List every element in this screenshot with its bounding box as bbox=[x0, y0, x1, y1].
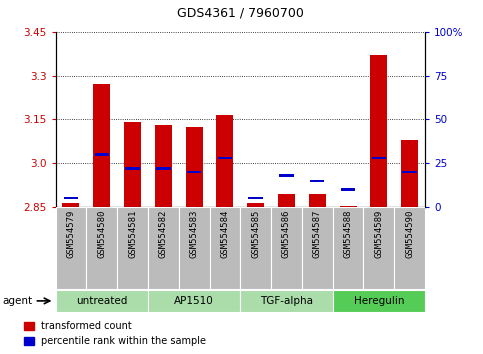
Bar bbox=[86, 207, 117, 289]
Bar bbox=[310, 179, 325, 182]
Bar bbox=[278, 194, 295, 207]
Text: Heregulin: Heregulin bbox=[354, 296, 404, 306]
Bar bbox=[240, 290, 333, 312]
Text: GSM554580: GSM554580 bbox=[97, 210, 106, 258]
Bar bbox=[402, 171, 417, 173]
Bar bbox=[271, 207, 302, 289]
Text: GSM554585: GSM554585 bbox=[251, 210, 260, 258]
Bar bbox=[125, 167, 140, 170]
Bar bbox=[364, 207, 394, 289]
Bar bbox=[179, 207, 210, 289]
Text: AP1510: AP1510 bbox=[174, 296, 214, 306]
Bar bbox=[240, 207, 271, 289]
Bar bbox=[148, 290, 241, 312]
Text: untreated: untreated bbox=[76, 296, 128, 306]
Bar bbox=[62, 203, 79, 207]
Text: GSM554579: GSM554579 bbox=[67, 210, 75, 258]
Bar bbox=[156, 167, 170, 170]
Bar bbox=[333, 207, 364, 289]
Bar bbox=[394, 207, 425, 289]
Text: GSM554588: GSM554588 bbox=[343, 210, 353, 258]
Bar bbox=[185, 127, 202, 207]
Text: agent: agent bbox=[3, 296, 33, 306]
Text: GSM554587: GSM554587 bbox=[313, 210, 322, 258]
Bar bbox=[93, 85, 110, 207]
Text: TGF-alpha: TGF-alpha bbox=[260, 296, 313, 306]
Text: GSM554586: GSM554586 bbox=[282, 210, 291, 258]
Bar bbox=[117, 207, 148, 289]
Bar bbox=[371, 157, 386, 159]
Bar bbox=[218, 157, 232, 159]
Bar bbox=[341, 188, 355, 191]
Bar bbox=[155, 125, 172, 207]
Bar bbox=[216, 115, 233, 207]
Bar bbox=[370, 55, 387, 207]
Text: GSM554583: GSM554583 bbox=[190, 210, 199, 258]
Bar bbox=[340, 206, 356, 207]
Bar bbox=[95, 153, 109, 156]
Bar bbox=[56, 207, 86, 289]
Bar bbox=[302, 207, 333, 289]
Text: GSM554581: GSM554581 bbox=[128, 210, 137, 258]
Legend: transformed count, percentile rank within the sample: transformed count, percentile rank withi… bbox=[24, 321, 206, 346]
Bar bbox=[247, 203, 264, 207]
Bar bbox=[124, 122, 141, 207]
Bar bbox=[401, 140, 418, 207]
Bar bbox=[210, 207, 240, 289]
Bar bbox=[56, 290, 148, 312]
Bar bbox=[64, 197, 78, 200]
Bar bbox=[333, 290, 425, 312]
Bar bbox=[309, 194, 326, 207]
Bar bbox=[248, 197, 263, 200]
Bar bbox=[187, 171, 201, 173]
Bar bbox=[279, 175, 294, 177]
Text: GDS4361 / 7960700: GDS4361 / 7960700 bbox=[177, 6, 304, 19]
Text: GSM554590: GSM554590 bbox=[405, 210, 414, 258]
Text: GSM554584: GSM554584 bbox=[220, 210, 229, 258]
Text: GSM554589: GSM554589 bbox=[374, 210, 384, 258]
Bar bbox=[148, 207, 179, 289]
Text: GSM554582: GSM554582 bbox=[159, 210, 168, 258]
